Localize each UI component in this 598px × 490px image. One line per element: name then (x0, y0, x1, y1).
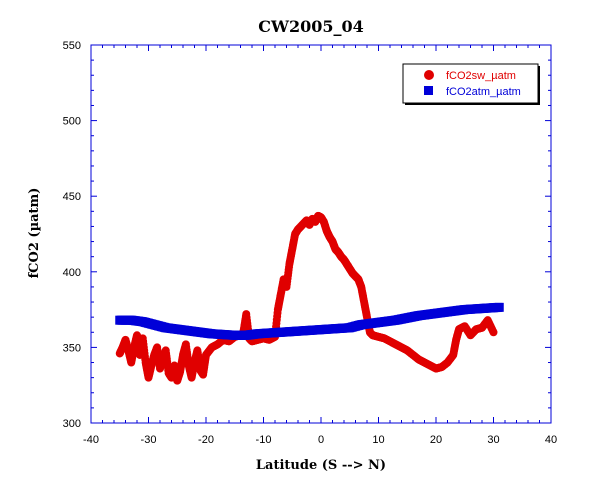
legend-box-shadow-bottom (405, 103, 540, 105)
y-tick-label: 350 (63, 342, 81, 354)
x-tick-label: 20 (430, 434, 442, 446)
x-tick-label: -10 (256, 434, 272, 446)
x-tick-label: 40 (545, 434, 557, 446)
legend-marker-square (424, 86, 433, 95)
x-tick-label: -20 (198, 434, 214, 446)
y-tick-label: 550 (63, 40, 81, 52)
x-tick-label: 10 (372, 434, 384, 446)
y-tick-label: 450 (63, 191, 81, 203)
x-axis-label: Latitude (S --> N) (256, 458, 386, 473)
ticks: -40 -30 -20 -10 0 10 20 30 40 300 350 400 450 500 550 (63, 40, 557, 446)
legend-box (402, 63, 539, 104)
legend-label-atm: fCO2atm_µatm (446, 86, 521, 98)
series-1 (115, 302, 504, 340)
x-tick-label: -30 (141, 434, 157, 446)
y-tick-label: 300 (63, 418, 81, 430)
y-axis-label: fCO2 (µatm) (27, 188, 42, 279)
data-point (494, 302, 504, 312)
chart-title: CW2005_04 (258, 17, 364, 36)
y-tick-label: 500 (63, 116, 81, 128)
series-0 (115, 211, 498, 385)
y-tick-label: 400 (63, 267, 81, 279)
legend-marker-circle (424, 70, 434, 80)
data-point (489, 328, 498, 337)
legend-label-sw: fCO2sw_µatm (446, 70, 516, 82)
legend-box-shadow-right (538, 66, 540, 105)
x-tick-label: -40 (83, 434, 99, 446)
legend: fCO2sw_µatm fCO2atm_µatm (402, 63, 540, 105)
series-layer (115, 211, 504, 385)
x-tick-label: 0 (318, 434, 324, 446)
x-tick-label: 30 (487, 434, 499, 446)
